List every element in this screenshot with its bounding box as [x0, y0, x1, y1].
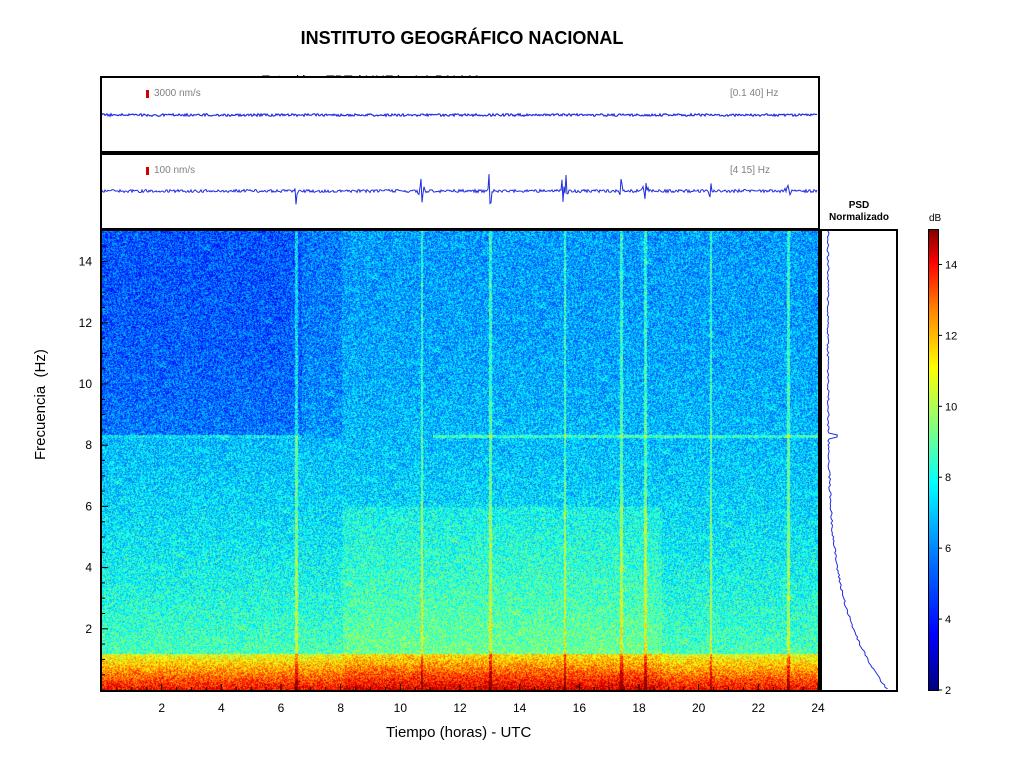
x-tick-label: 24	[811, 701, 825, 715]
y-axis-label: Frecuencia (Hz)	[32, 349, 49, 460]
spectrogram-panel	[100, 229, 820, 692]
trace-broadband	[102, 112, 818, 118]
trace-filtered	[102, 174, 818, 205]
y-tick-label: 14	[79, 255, 93, 269]
psd-panel	[820, 229, 898, 692]
y-tick-label: 12	[79, 316, 93, 330]
y-tick-label: 8	[85, 438, 92, 452]
x-tick-label: 10	[394, 701, 408, 715]
amplitude-scale-label: 3000 nm/s	[154, 88, 201, 99]
colorbar-unit: dB	[929, 213, 942, 224]
colorbar-tick-label: 2	[945, 685, 951, 697]
x-tick-label: 4	[218, 701, 225, 715]
colorbar-tick-label: 8	[945, 472, 951, 484]
colorbar-tick-label: 6	[945, 543, 951, 555]
y-tick-label: 4	[85, 561, 92, 575]
page-title: INSTITUTO GEOGRÁFICO NACIONAL	[300, 28, 624, 48]
x-axis-label: Tiempo (horas) - UTC	[386, 724, 532, 741]
x-tick-label: 22	[752, 701, 766, 715]
x-tick-label: 8	[337, 701, 344, 715]
seismogram-broadband-panel: 3000 nm/s [0.1 40] Hz	[100, 76, 820, 153]
spectrogram-heatmap	[102, 231, 818, 690]
x-tick-label: 2	[158, 701, 165, 715]
psd-curve	[826, 230, 888, 690]
colorbar	[928, 229, 939, 691]
psd-title: PSD Normalizado	[820, 200, 898, 224]
colorbar-tick-label: 14	[945, 259, 957, 271]
psd-title-line1: PSD	[848, 200, 870, 211]
colorbar-tick-label: 10	[945, 401, 957, 413]
x-tick-label: 12	[453, 701, 467, 715]
y-tick-label: 2	[85, 622, 92, 636]
y-tick-label: 10	[79, 377, 93, 391]
x-tick-label: 14	[513, 701, 527, 715]
x-tick-label: 6	[278, 701, 285, 715]
filter-band-label: [0.1 40] Hz	[730, 88, 779, 99]
y-tick-label: 6	[85, 499, 92, 513]
colorbar-tick-label: 12	[945, 330, 957, 342]
x-tick-label: 18	[632, 701, 646, 715]
x-tick-label: 16	[573, 701, 587, 715]
amplitude-scale-label: 100 nm/s	[154, 165, 196, 176]
x-tick-label: 20	[692, 701, 706, 715]
amplitude-scale-marker	[146, 90, 149, 98]
colorbar-tick-label: 4	[945, 614, 951, 626]
colorbar-ticks: 2 4 6 8 10 12 14	[939, 259, 957, 697]
amplitude-scale-marker	[146, 167, 149, 175]
filter-band-label: [4 15] Hz	[730, 165, 771, 176]
psd-title-line2: Normalizado	[828, 212, 889, 223]
